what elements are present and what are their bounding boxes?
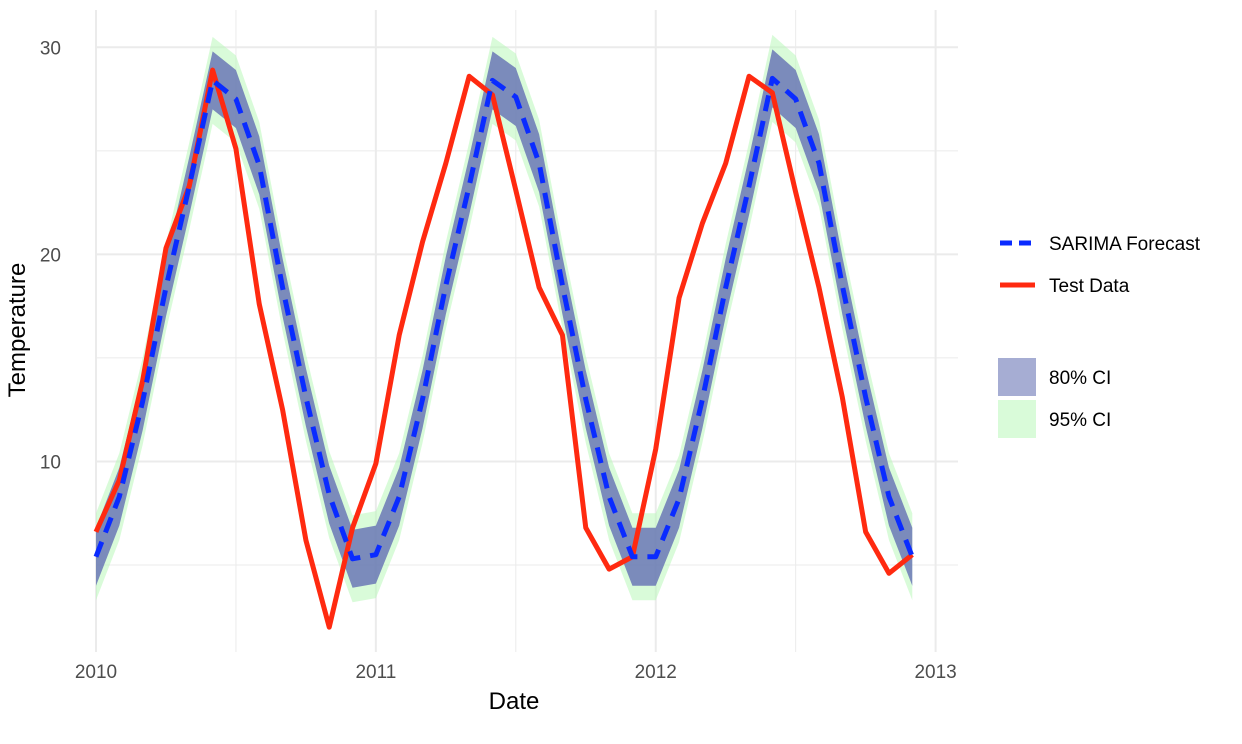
legend-label-forecast: SARIMA Forecast xyxy=(1049,234,1201,255)
x-tick-label: 2012 xyxy=(635,662,677,683)
legend-label-test: Test Data xyxy=(1049,276,1130,297)
series-lines xyxy=(93,67,915,630)
legend-label-ci80: 80% CI xyxy=(1049,368,1111,389)
legend-key-ci80 xyxy=(998,358,1036,396)
y-axis-title: Temperature xyxy=(4,263,31,398)
legend-label-ci95: 95% CI xyxy=(1049,410,1111,431)
y-tick-label: 10 xyxy=(40,452,61,473)
x-axis-title: Date xyxy=(489,688,540,715)
forecast-line xyxy=(93,75,915,562)
test-data-line xyxy=(93,67,914,630)
confidence-ribbons xyxy=(96,34,913,603)
y-tick-label: 30 xyxy=(40,38,61,59)
x-tick-label: 2013 xyxy=(914,662,956,683)
legend-key-ci95 xyxy=(998,400,1036,438)
x-tick-label: 2010 xyxy=(75,662,117,683)
y-tick-label: 20 xyxy=(40,245,61,266)
tick-labels: 2010 2011 2012 2013 10 20 30 xyxy=(40,38,957,683)
x-tick-label: 2011 xyxy=(355,662,396,683)
legend: SARIMA Forecast Test Data 80% CI 95% CI xyxy=(998,234,1201,438)
